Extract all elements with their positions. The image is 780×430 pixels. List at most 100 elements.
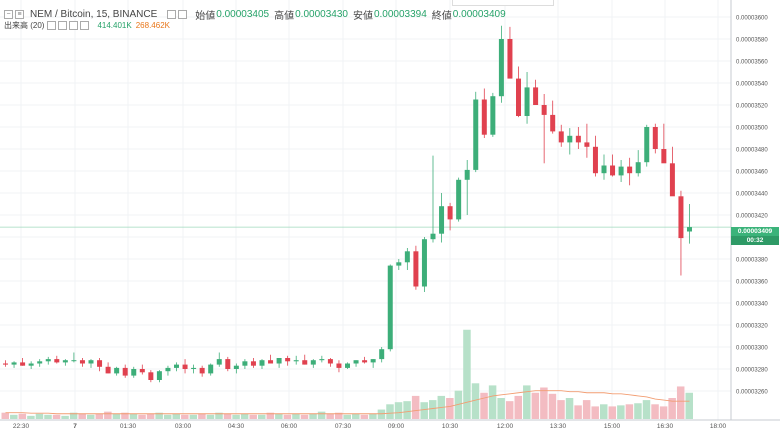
candle-body (54, 359, 60, 363)
volume-bar (352, 413, 360, 419)
candle-body (558, 131, 564, 143)
candle-body (413, 251, 419, 287)
volume-bar (309, 413, 317, 419)
volume-visibility-icon[interactable] (47, 21, 57, 30)
candle-body (327, 359, 333, 364)
volume-more-icon[interactable] (80, 21, 90, 30)
candle-body (687, 227, 692, 232)
x-tick-label: 15:00 (604, 423, 621, 430)
y-tick-label: 0.00003340 (736, 302, 768, 308)
volume-bar (155, 412, 163, 419)
volume-bar (480, 392, 488, 419)
open-label: 始値 (195, 11, 216, 22)
volume-bar (403, 401, 411, 419)
candle-body (225, 359, 231, 369)
y-tick-label: 0.00003500 (736, 126, 768, 132)
volume-bar (283, 414, 292, 419)
candle-body (567, 135, 573, 143)
candle-body (293, 360, 299, 362)
y-tick-label: 0.00003300 (736, 346, 768, 352)
volume-bar (232, 414, 240, 419)
volume-bar (343, 414, 351, 419)
candle-body (165, 367, 171, 372)
candle-body (259, 360, 265, 366)
volume-bar (429, 400, 437, 419)
candle-body (345, 363, 350, 368)
volume-settings-icon[interactable] (58, 21, 68, 30)
y-tick-label: 0.00003600 (736, 16, 768, 22)
y-tick-label: 0.00003380 (736, 258, 768, 264)
candle-body (635, 162, 641, 174)
volume-bar (121, 412, 129, 419)
volume-bar (360, 414, 369, 419)
volume-bar (215, 412, 223, 419)
volume-close-icon[interactable] (69, 21, 79, 30)
volume-ma-line (5, 390, 690, 415)
low-value: 0.00003394 (373, 9, 427, 20)
volume-label: 出来高 (20) (4, 21, 45, 30)
volume-bar (617, 405, 625, 419)
candle-body (481, 99, 487, 135)
candle-body (216, 359, 222, 365)
volume-bar (1, 412, 9, 419)
candle-body (439, 206, 445, 234)
candle-body (105, 366, 111, 374)
candle-body (618, 166, 624, 176)
x-tick-label: 06:00 (281, 423, 298, 430)
volume-bar (659, 406, 668, 419)
x-tick-label: 09:00 (388, 423, 405, 430)
candle-body (490, 96, 496, 135)
candle-body (430, 233, 436, 240)
volume-bar (471, 383, 480, 419)
candle-body (464, 169, 470, 180)
candle-body (310, 360, 316, 365)
candle-body (182, 364, 188, 369)
last-price-tag: 0.00003409 (731, 227, 779, 236)
candle-body (20, 362, 26, 366)
candle-body (644, 127, 650, 163)
volume-bar (600, 404, 608, 419)
candle-body (319, 359, 325, 361)
series-settings-icon[interactable] (178, 10, 188, 19)
candle-body (362, 360, 368, 363)
volume-bar (651, 404, 659, 419)
volume-bar (377, 409, 386, 419)
volume-bar (198, 413, 206, 419)
volume-bar (138, 414, 146, 419)
candle-body (387, 265, 393, 350)
candle-body (174, 364, 179, 368)
high-value: 0.00003430 (295, 9, 348, 20)
candle-body (97, 360, 103, 367)
legend-settings-icon[interactable]: ≡ (15, 10, 24, 19)
candle-body (678, 196, 684, 239)
open-value: 0.00003405 (216, 9, 270, 20)
x-tick-label: 10:30 (442, 423, 459, 430)
x-tick-label: 18:00 (710, 423, 727, 430)
candle-body (447, 206, 453, 220)
volume-bar (275, 413, 283, 419)
volume-bar (129, 413, 138, 419)
candle-body (507, 39, 513, 79)
candle-body (114, 367, 120, 374)
candle-body (353, 360, 359, 364)
volume-bar (642, 400, 651, 419)
volume-bar (52, 414, 61, 419)
candle-body (122, 367, 128, 376)
volume-bar (326, 413, 334, 419)
candle-body (652, 127, 658, 149)
volume-bar (574, 405, 582, 419)
candle-body (37, 361, 43, 364)
volume-bar (557, 400, 565, 419)
candle-body (627, 166, 633, 174)
close-value: 0.00003409 (452, 9, 506, 20)
hide-series-icon[interactable] (167, 10, 177, 19)
volume-bar (514, 395, 522, 419)
candle-body (610, 165, 616, 176)
y-tick-label: 0.00003460 (736, 170, 768, 176)
volume-bar (386, 404, 394, 419)
volume-bar (189, 414, 198, 419)
collapse-toggle[interactable]: − (4, 10, 13, 19)
volume-bar (18, 413, 27, 419)
countdown-tag: 00:32 (731, 236, 779, 245)
